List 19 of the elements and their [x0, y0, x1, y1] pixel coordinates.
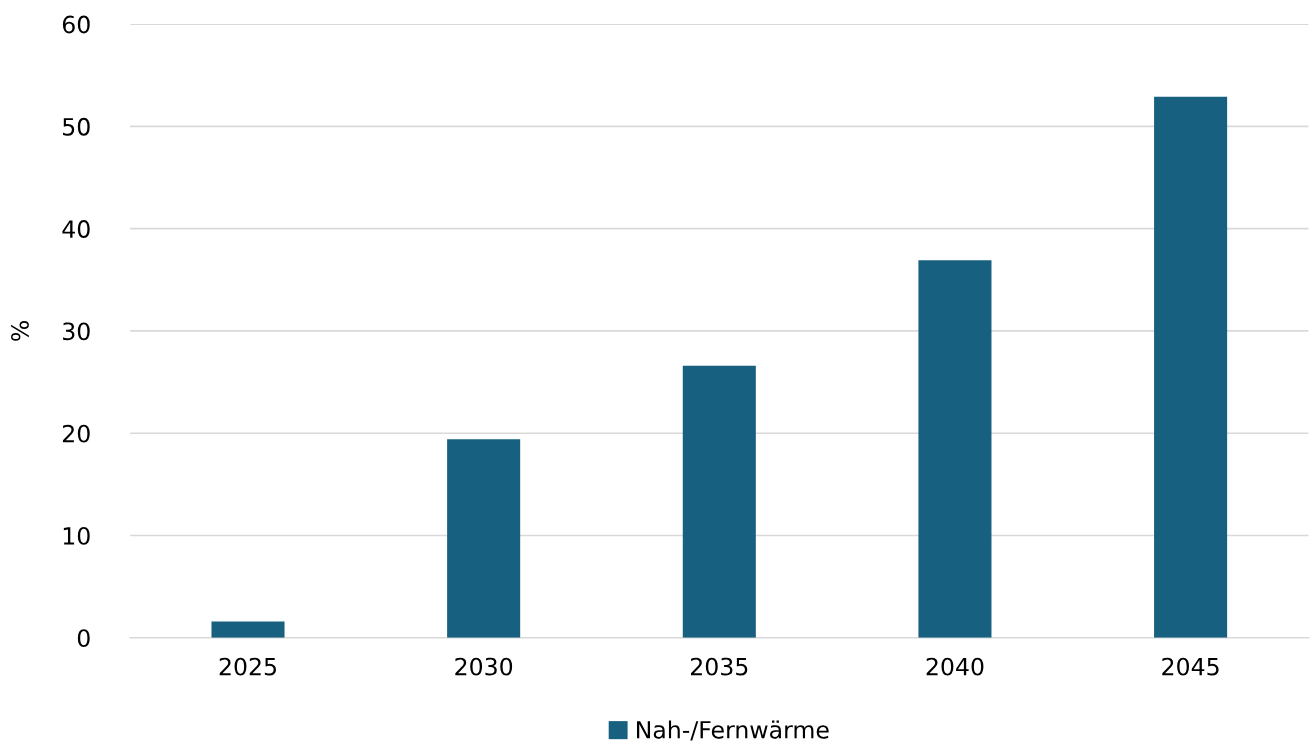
y-tick-label: 60 — [62, 15, 90, 34]
y-tick-label: 30 — [63, 322, 90, 341]
y-tick-label: 0 — [77, 629, 90, 648]
x-tick-label: 2035 — [690, 657, 748, 676]
y-tick-label: 50 — [63, 117, 90, 136]
legend-label: Nah-/Fernwärme — [636, 720, 829, 741]
bar — [447, 439, 521, 638]
x-tick-label: 2045 — [1162, 657, 1219, 676]
bar — [1154, 96, 1228, 638]
bar — [211, 621, 285, 638]
y-tick-label: 20 — [62, 424, 90, 443]
x-tick-label: 2025 — [219, 657, 276, 676]
x-tick-label: 2030 — [455, 657, 513, 676]
y-axis-title: % — [11, 321, 29, 341]
bar — [682, 365, 756, 638]
y-tick-label: 10 — [63, 526, 90, 545]
bar — [918, 260, 992, 638]
x-tick-label: 2040 — [926, 657, 984, 676]
y-tick-label: 40 — [62, 220, 90, 238]
